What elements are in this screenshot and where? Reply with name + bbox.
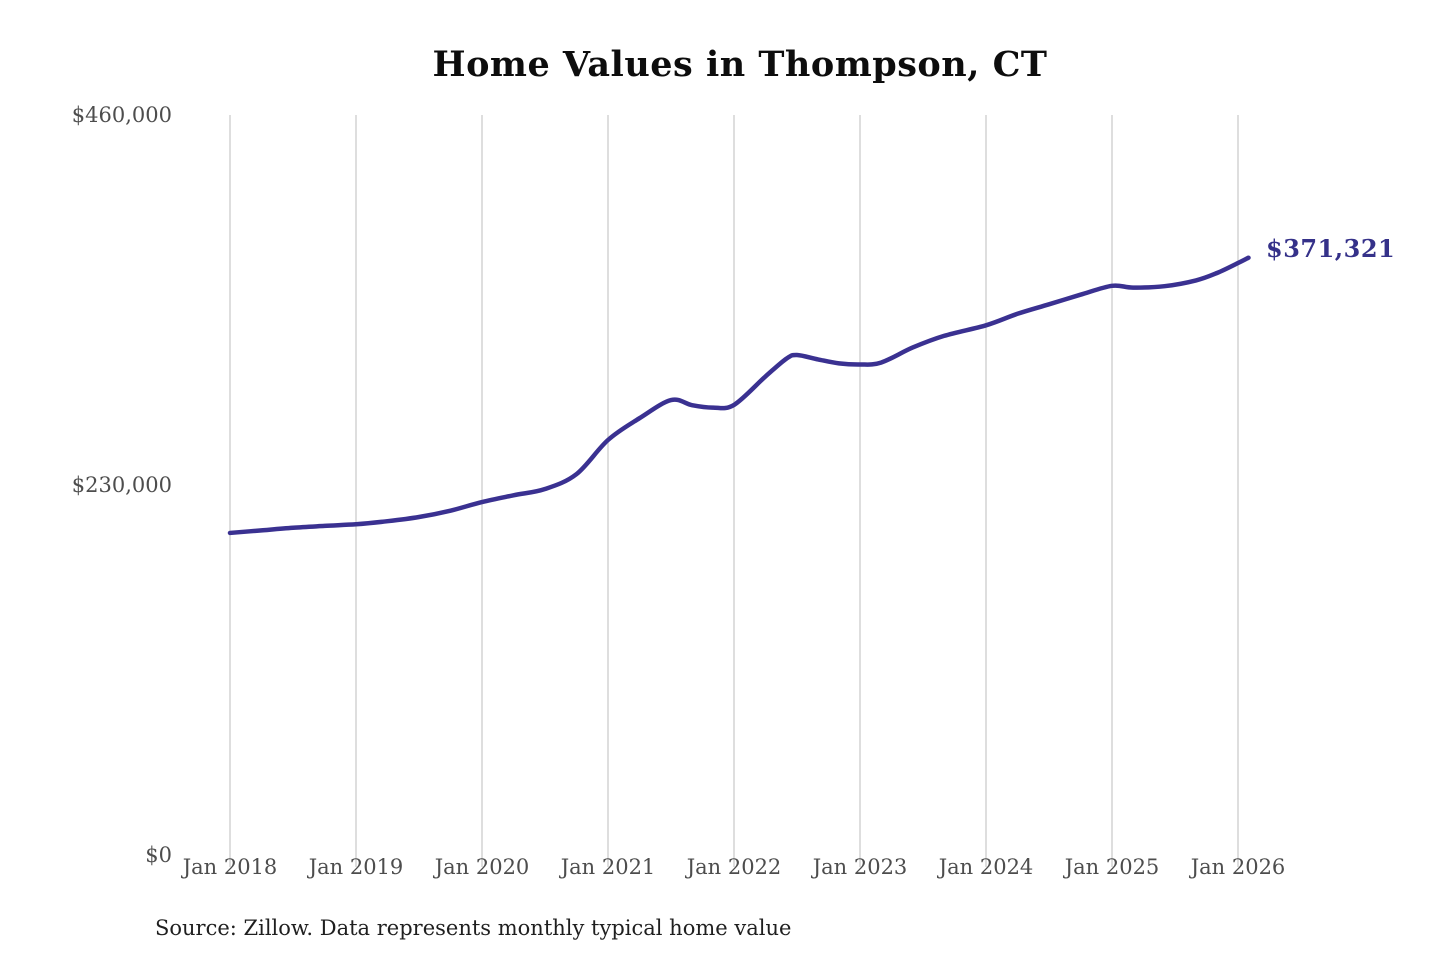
x-axis-tick-jan-2021: Jan 2021	[560, 855, 656, 879]
latest-value-label: $371,321	[1266, 234, 1396, 263]
home-value-line	[227, 255, 1251, 536]
source-note: Source: Zillow. Data represents monthly …	[155, 916, 792, 940]
x-axis-tick-jan-2024: Jan 2024	[938, 855, 1034, 879]
x-axis-tick-jan-2019: Jan 2019	[308, 855, 404, 879]
y-axis-tick-230000: $230,000	[71, 473, 172, 497]
y-axis-tick-0: $0	[145, 843, 172, 867]
chart-title: Home Values in Thompson, CT	[432, 44, 1048, 85]
x-axis-tick-jan-2022: Jan 2022	[686, 855, 782, 879]
x-axis-tick-jan-2023: Jan 2023	[812, 855, 908, 879]
x-axis-tick-jan-2025: Jan 2025	[1064, 855, 1160, 879]
x-axis-tick-jan-2020: Jan 2020	[434, 855, 530, 879]
x-axis-tick-jan-2018: Jan 2018	[182, 855, 278, 879]
y-axis-tick-460000: $460,000	[71, 103, 172, 127]
x-axis-tick-jan-2026: Jan 2026	[1190, 855, 1286, 879]
